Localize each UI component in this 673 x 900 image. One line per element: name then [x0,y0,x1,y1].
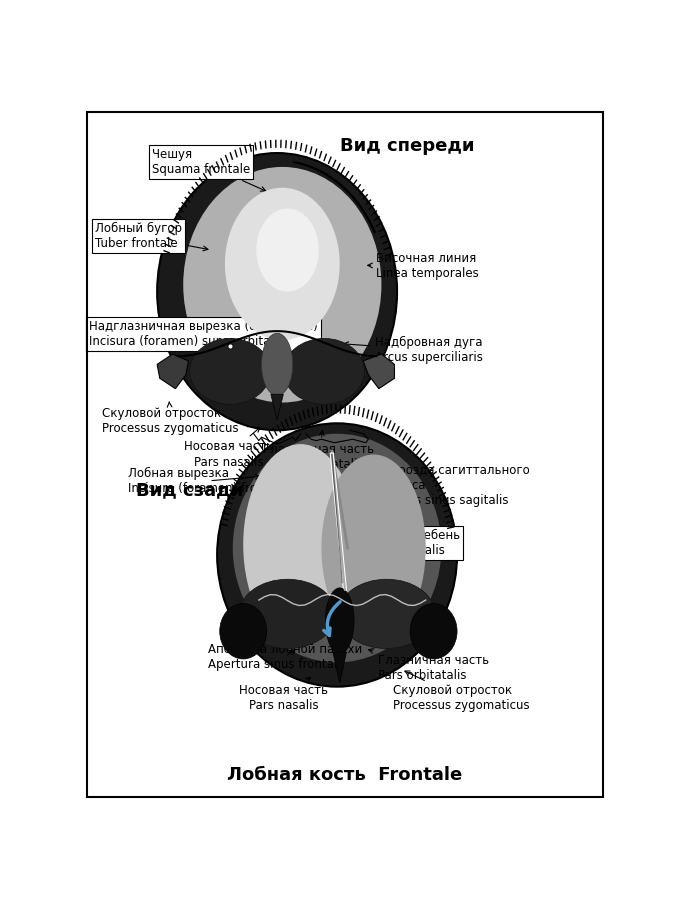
Ellipse shape [322,454,426,642]
Ellipse shape [190,338,271,404]
Text: Вид спереди: Вид спереди [341,137,474,155]
Ellipse shape [410,604,457,659]
Text: Вид сзади: Вид сзади [136,482,244,500]
Text: Апертура лобной пазухи
Apertura sinus frontale: Апертура лобной пазухи Apertura sinus fr… [208,643,363,670]
Ellipse shape [233,434,441,662]
Text: Глазничная часть
Pars orbitatalis: Глазничная часть Pars orbitatalis [369,649,489,682]
Text: Лобный бугор
Tuber frontale: Лобный бугор Tuber frontale [94,222,208,251]
Text: Носовая часть
Pars nasalis: Носовая часть Pars nasalis [239,678,328,713]
Ellipse shape [325,588,354,653]
Text: Глазничная часть
Pars orbitatalis: Глазничная часть Pars orbitatalis [263,431,374,471]
Text: Лобная вырезка
Incisura (foramen) frontalis: Лобная вырезка Incisura (foramen) fronta… [129,467,290,495]
Text: Надбровная дуга
Arcus superciliaris: Надбровная дуга Arcus superciliaris [344,336,483,364]
Ellipse shape [217,423,457,687]
Polygon shape [271,394,283,419]
Polygon shape [333,652,347,683]
Ellipse shape [256,209,319,292]
Ellipse shape [225,188,340,340]
Text: Лобная кость  Frontale: Лобная кость Frontale [227,766,462,784]
FancyArrowPatch shape [324,602,340,635]
Ellipse shape [261,333,293,396]
Polygon shape [363,354,394,389]
Ellipse shape [183,166,382,402]
Ellipse shape [240,580,336,649]
Ellipse shape [339,580,435,649]
Text: Височная линия
Linea temporales: Височная линия Linea temporales [367,252,479,280]
Text: Надглазничная вырезка (отверстие)
Incisura (foramen) supraorbitalis: Надглазничная вырезка (отверстие) Incisu… [90,320,318,348]
Ellipse shape [219,604,267,659]
Ellipse shape [283,338,365,404]
Ellipse shape [243,444,358,645]
Text: Борозда сагиттального
синуса
Sulcus sinus sagitalis: Борозда сагиттального синуса Sulcus sinu… [383,464,530,511]
Text: Скуловой отросток
Processus zygomaticus: Скуловой отросток Processus zygomaticus [102,401,239,436]
Polygon shape [157,354,188,389]
Ellipse shape [157,153,397,430]
Text: Носовая часть
Pars nasalis: Носовая часть Pars nasalis [184,428,273,469]
Text: Скуловой отросток
Processus zygomaticus: Скуловой отросток Processus zygomaticus [394,671,530,713]
Text: Чешуя
Squama frontale: Чешуя Squama frontale [152,148,266,191]
Text: Лобный гребень
Crista frontalis: Лобный гребень Crista frontalis [353,529,460,561]
